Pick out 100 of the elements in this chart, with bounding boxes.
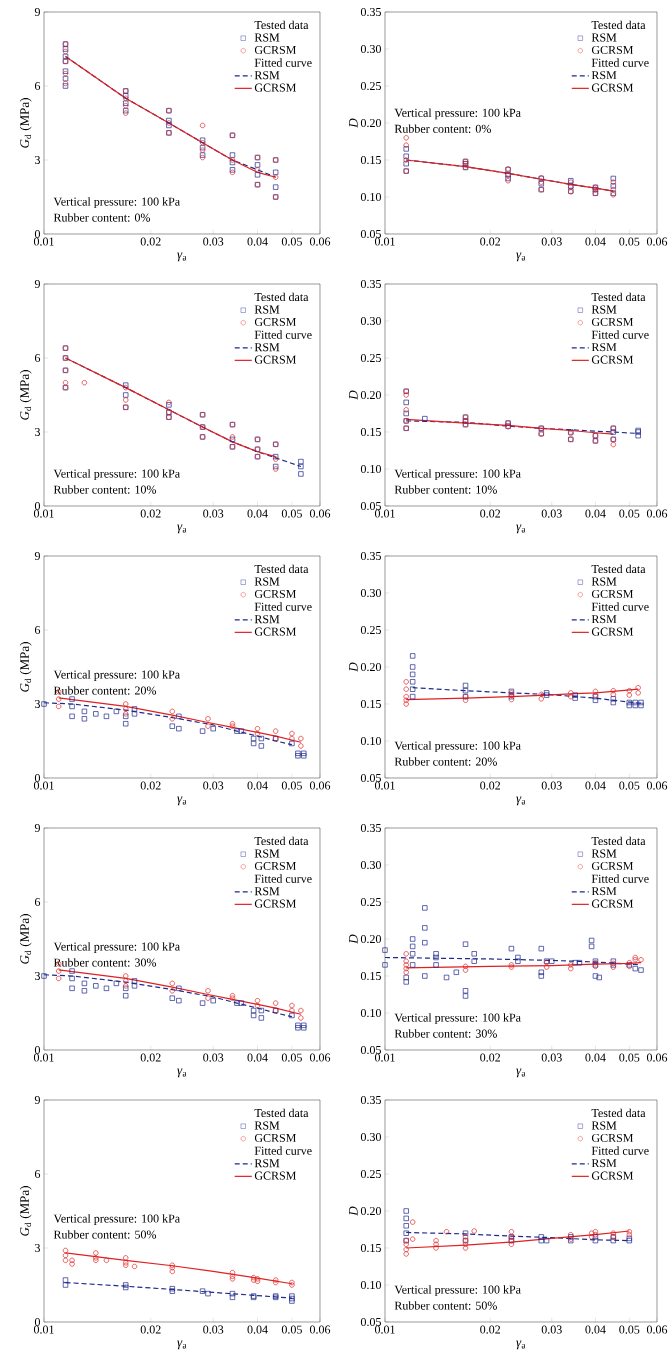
x-tick-label: 0.01 (375, 509, 395, 518)
x-tick-label: 0.04 (585, 509, 606, 518)
legend-label: GCRSM (591, 627, 634, 636)
y-tick-label: 6 (35, 1169, 41, 1179)
x-axis-title: γ$_{a}$ (177, 524, 187, 534)
annotation: Rubber content: 0% (394, 124, 491, 133)
y-tick-label: 0.35 (360, 279, 382, 289)
annotation: Rubber content: 30% (53, 958, 157, 967)
x-tick-label: 0.01 (34, 237, 54, 246)
x-tick-label: 0.06 (647, 1053, 668, 1062)
legend-label: GCRSM (254, 1133, 297, 1142)
x-tick-label: 0.06 (647, 237, 668, 246)
y-axis-title: D (349, 662, 358, 672)
y-tick-label: 0.05 (360, 1317, 382, 1327)
y-tick-label: 0.35 (360, 823, 382, 833)
x-tick-label: 0.05 (281, 237, 303, 246)
y-tick-label: 0.20 (360, 934, 382, 944)
y-tick-label: 0.15 (360, 155, 382, 165)
legend-label: GCRSM (254, 355, 297, 364)
x-tick-label: 0.03 (203, 781, 224, 790)
y-tick-label: 0.15 (360, 1243, 382, 1253)
y-tick-label: 0.20 (360, 1206, 382, 1216)
legend-label: RSM (254, 1159, 280, 1168)
y-tick-label: 0.30 (360, 1132, 382, 1142)
annotation: Tested data (254, 292, 309, 302)
x-tick-label: 0.05 (619, 237, 640, 246)
x-tick-label: 0.06 (647, 509, 668, 518)
x-tick-label: 0.03 (203, 1325, 224, 1334)
y-tick-label: 0.10 (360, 1008, 382, 1018)
legend-label: RSM (591, 1121, 617, 1130)
y-axis-title: G$_{d}$ (MPa) (19, 642, 32, 692)
legend-label: RSM (591, 305, 617, 314)
y-axis-title: D (349, 1206, 358, 1216)
y-tick-label: 6 (35, 625, 41, 635)
legend-label: GCRSM (591, 899, 634, 908)
x-tick-label: 0.02 (140, 509, 161, 518)
annotation: Tested data (254, 564, 309, 574)
x-tick-label: 0.02 (140, 781, 161, 790)
legend-label: RSM (591, 343, 617, 352)
x-tick-label: 0.01 (375, 1053, 395, 1062)
legend-label: GCRSM (591, 1171, 634, 1180)
y-tick-label: 3 (35, 1243, 41, 1253)
legend-label: GCRSM (591, 317, 634, 326)
x-tick-label: 0.05 (619, 1325, 640, 1334)
annotation: Vertical pressure: 100 kPa (53, 469, 181, 481)
x-tick-label: 0.02 (140, 1325, 161, 1334)
y-tick-label: 3 (35, 971, 41, 981)
legend-label: RSM (254, 305, 280, 314)
x-axis-title: γ$_{a}$ (516, 796, 526, 806)
annotation: Vertical pressure: 100 kPa (53, 1214, 181, 1226)
x-tick-label: 0.05 (281, 1053, 303, 1062)
legend-label: GCRSM (254, 83, 297, 92)
legend-label: RSM (591, 615, 617, 624)
x-tick-label: 0.05 (281, 781, 303, 790)
x-axis-title: γ$_{a}$ (516, 524, 526, 534)
annotation: Rubber content: 0% (53, 213, 151, 222)
x-tick-label: 0.02 (480, 1053, 501, 1062)
y-tick-label: 0 (34, 501, 41, 511)
annotation: Vertical pressure: 100 kPa (394, 741, 521, 753)
legend-label: RSM (591, 33, 617, 42)
legend-label: GCRSM (591, 589, 634, 598)
y-tick-label: 0.15 (360, 699, 382, 709)
x-tick-label: 0.05 (619, 781, 640, 790)
x-tick-label: 0.01 (34, 1053, 54, 1062)
y-axis-title: G$_{d}$ (MPa) (19, 98, 32, 148)
legend-label: RSM (254, 71, 280, 80)
legend-label: GCRSM (591, 861, 634, 870)
annotation: Tested data (591, 20, 646, 30)
annotation: Rubber content: 10% (394, 485, 497, 494)
x-tick-label: 0.03 (541, 237, 562, 246)
x-tick-label: 0.05 (281, 509, 303, 518)
x-tick-label: 0.02 (140, 1053, 161, 1062)
y-tick-label: 0.30 (360, 316, 382, 326)
x-tick-label: 0.05 (619, 509, 640, 518)
annotation: Rubber content: 30% (394, 1029, 497, 1038)
y-tick-label: 0.05 (360, 229, 382, 239)
x-tick-label: 0.06 (310, 237, 331, 246)
y-tick-label: 0.25 (360, 625, 382, 635)
y-tick-label: 0.15 (360, 427, 382, 437)
x-axis-title: γ$_{a}$ (516, 252, 526, 262)
y-axis-title: G$_{d}$ (MPa) (19, 370, 32, 420)
legend-label: RSM (254, 887, 280, 896)
x-tick-label: 0.03 (203, 1053, 224, 1062)
annotation: Vertical pressure: 100 kPa (53, 197, 181, 209)
x-tick-label: 0.03 (541, 1325, 562, 1334)
y-tick-label: 0.20 (360, 662, 382, 672)
y-tick-label: 3 (35, 427, 41, 437)
x-tick-label: 0.02 (480, 509, 501, 518)
y-tick-label: 0.10 (360, 464, 382, 474)
legend-label: GCRSM (254, 45, 297, 54)
annotation: Rubber content: 50% (394, 1301, 497, 1310)
legend-label: GCRSM (591, 45, 634, 54)
x-tick-label: 0.04 (247, 781, 268, 790)
y-tick-label: 3 (35, 699, 41, 709)
x-axis-title: γ$_{a}$ (177, 252, 187, 262)
legend-label: RSM (254, 343, 280, 352)
annotation: Fitted curve (254, 602, 312, 611)
annotation: Rubber content: 20% (53, 686, 157, 695)
y-tick-label: 0.25 (360, 1169, 382, 1179)
x-tick-label: 0.02 (480, 781, 501, 790)
